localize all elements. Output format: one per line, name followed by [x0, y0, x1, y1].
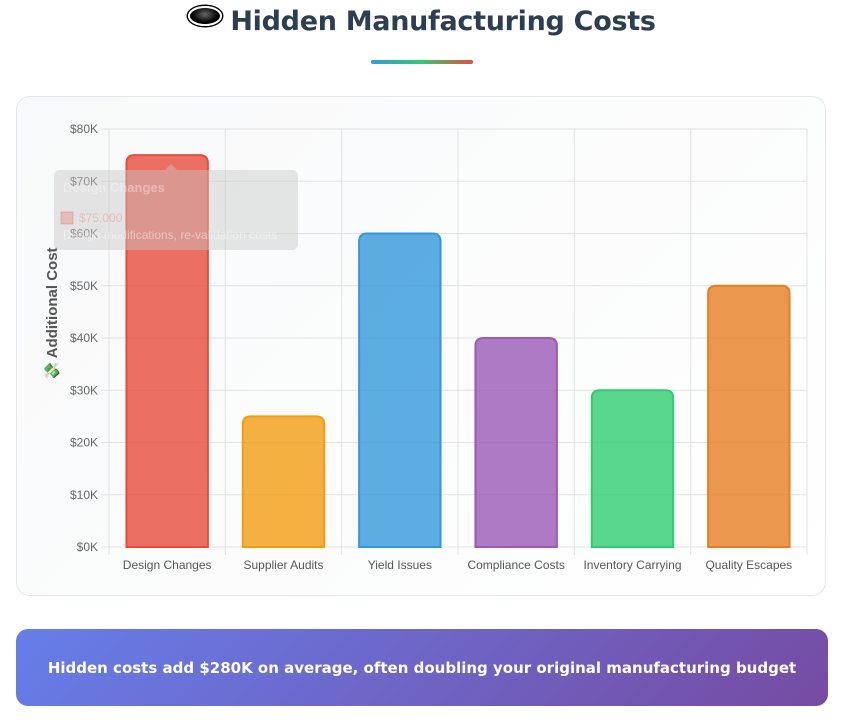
x-tick-label: Design Changes	[123, 558, 212, 572]
y-tick-label: $70K	[70, 174, 98, 188]
bar-compliance-costs[interactable]	[474, 337, 558, 548]
y-tick-label: $60K	[70, 227, 98, 241]
y-tick-label: $10K	[70, 488, 98, 502]
x-tick-label: Supplier Audits	[243, 558, 323, 572]
tooltip-caret	[165, 164, 177, 170]
y-axis-ticks: $0K $10K $20K $30K $40K $50K $60K $70K $80K	[70, 122, 98, 554]
tooltip-value: $75,000	[79, 211, 123, 225]
insight-text: Hidden costs add $280K on average, often…	[47, 658, 797, 677]
title-underline	[371, 60, 473, 64]
x-tick-label: Yield Issues	[368, 558, 432, 572]
chart-card: $0K $10K $20K $30K $40K $50K $60K $70K $80K Desi…	[16, 96, 826, 596]
bar-design-changes[interactable]	[125, 154, 209, 548]
x-axis-ticks: Design Changes Supplier Audits Yield Issue…	[123, 558, 792, 572]
tooltip: Design Changes $75,000 Design modificati…	[54, 164, 298, 250]
tooltip-swatch	[60, 211, 74, 225]
insight-banner: Hidden costs add $280K on average, often…	[16, 629, 828, 706]
y-tick-label: $0K	[77, 540, 98, 554]
y-tick-label: $50K	[70, 279, 98, 293]
y-axis-label: 💸 Additional Cost	[43, 247, 61, 380]
bar-supplier-audits[interactable]	[241, 415, 326, 548]
y-tick-label: $40K	[70, 331, 98, 345]
y-tick-label: $20K	[70, 436, 98, 450]
x-tick-label: Quality Escapes	[705, 558, 792, 572]
page-title: Hidden Manufacturing Costs	[0, 6, 844, 37]
bar-inventory-carrying[interactable]	[590, 389, 675, 548]
bar-chart: $0K $10K $20K $30K $40K $50K $60K $70K $80K Desi…	[43, 122, 808, 572]
x-tick-label: Inventory Carrying	[583, 558, 681, 572]
tooltip-title: Design Changes	[63, 180, 165, 195]
bar-quality-escapes[interactable]	[707, 284, 791, 548]
black-hole-icon	[188, 6, 223, 26]
tooltip-box	[54, 170, 298, 250]
x-tick-label: Compliance Costs	[467, 558, 564, 572]
tooltip-description: Design modifications, re-validation cost…	[63, 228, 277, 242]
grid-lines	[101, 128, 808, 555]
y-tick-label: $30K	[70, 383, 98, 397]
y-tick-label: $80K	[70, 122, 98, 136]
bars	[125, 154, 791, 548]
bar-yield-issues[interactable]	[358, 232, 442, 548]
page-title-text: Hidden Manufacturing Costs	[230, 6, 656, 37]
